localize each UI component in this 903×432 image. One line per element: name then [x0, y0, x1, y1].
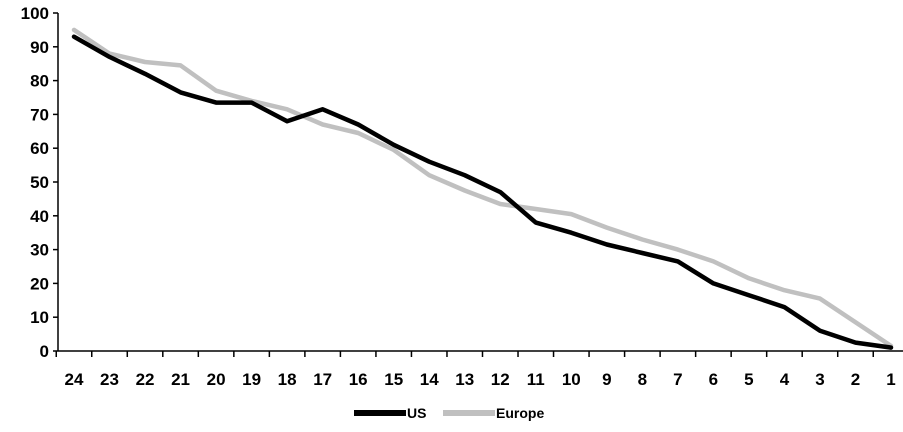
- x-tick-label: 13: [455, 370, 474, 389]
- x-tick-label: 8: [638, 370, 647, 389]
- x-tick-label: 6: [709, 370, 718, 389]
- y-tick-label: 60: [30, 139, 49, 158]
- y-axis: 0 10 20 30 40 50 60 70 80 90 100: [21, 4, 59, 361]
- x-tick-label: 21: [171, 370, 190, 389]
- x-tick-label: 5: [744, 370, 753, 389]
- x-tick-label: 16: [349, 370, 368, 389]
- x-tick-label: 23: [100, 370, 119, 389]
- y-tick-label: 90: [30, 38, 49, 57]
- x-tick-label: 2: [851, 370, 860, 389]
- y-tick-label: 30: [30, 241, 49, 260]
- series-line-us: [71, 34, 894, 350]
- y-tick-label: 40: [30, 207, 49, 226]
- y-tick-label: 10: [30, 308, 49, 327]
- x-tick-label: 17: [313, 370, 332, 389]
- x-tick-label: 18: [278, 370, 297, 389]
- x-tick-label: 4: [780, 370, 790, 389]
- x-tick-label: 24: [65, 370, 84, 389]
- x-tick-label: 15: [384, 370, 403, 389]
- series-lines: [71, 27, 894, 350]
- x-tick-label: 12: [491, 370, 510, 389]
- x-tick-label: 14: [420, 370, 439, 389]
- series-line-europe: [71, 27, 894, 349]
- x-tick-label: 10: [562, 370, 581, 389]
- legend-label-us: US: [407, 405, 426, 421]
- legend-label-europe: Europe: [496, 405, 544, 421]
- x-tick-label: 22: [136, 370, 155, 389]
- x-tick-label: 20: [207, 370, 226, 389]
- legend: US Europe: [354, 405, 544, 421]
- x-tick-label: 11: [527, 370, 545, 389]
- x-tick-label: 3: [815, 370, 824, 389]
- x-tick-label: 9: [602, 370, 611, 389]
- x-axis: 24 23 22 21 20 19 18 17 16 15 14 13 12 11 10 9 8 7 6 5 4 3 2 1: [55, 350, 903, 389]
- x-tick-label: 19: [242, 370, 261, 389]
- x-tick-label: 1: [886, 370, 895, 389]
- y-tick-label: 70: [30, 105, 49, 124]
- y-tick-label: 20: [30, 274, 49, 293]
- y-tick-label: 80: [30, 72, 49, 91]
- y-tick-label: 0: [40, 342, 49, 361]
- x-tick-label: 7: [673, 370, 682, 389]
- y-tick-label: 50: [30, 173, 49, 192]
- y-tick-label: 100: [21, 4, 49, 23]
